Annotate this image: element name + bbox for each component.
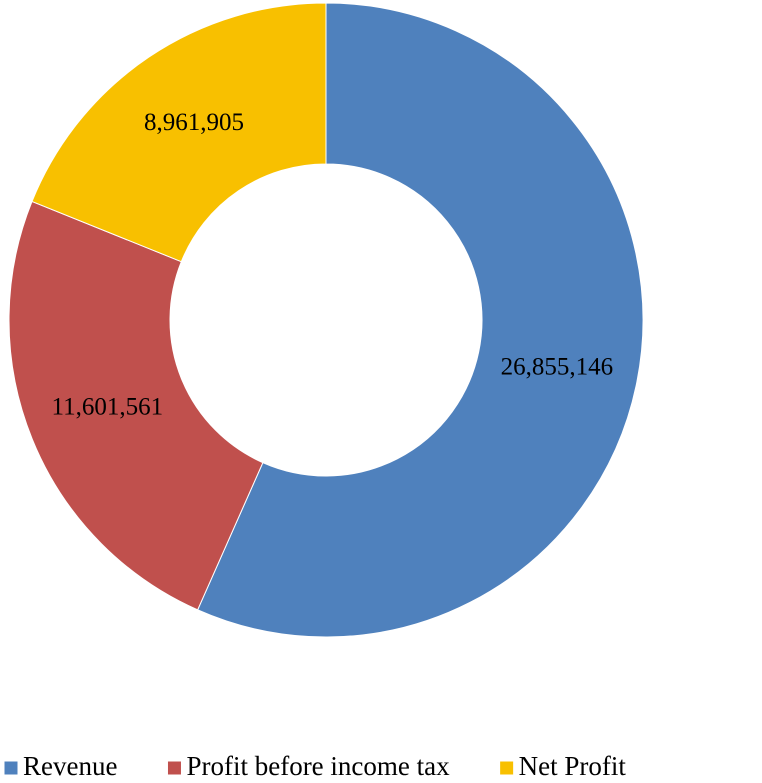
donut-slice bbox=[196, 2, 644, 638]
data-label: 8,961,905 bbox=[144, 109, 244, 136]
legend-swatch bbox=[3, 760, 19, 776]
donut-slice bbox=[8, 200, 264, 611]
legend-label: Revenue bbox=[23, 751, 117, 781]
legend-label: Net Profit bbox=[519, 751, 627, 781]
legend-swatch bbox=[166, 760, 182, 776]
legend-swatch bbox=[499, 760, 515, 776]
data-label: 11,601,561 bbox=[52, 393, 164, 420]
data-label: 26,855,146 bbox=[501, 354, 614, 381]
legend-label: Profit before income tax bbox=[186, 751, 450, 781]
donut-slice bbox=[31, 2, 327, 263]
